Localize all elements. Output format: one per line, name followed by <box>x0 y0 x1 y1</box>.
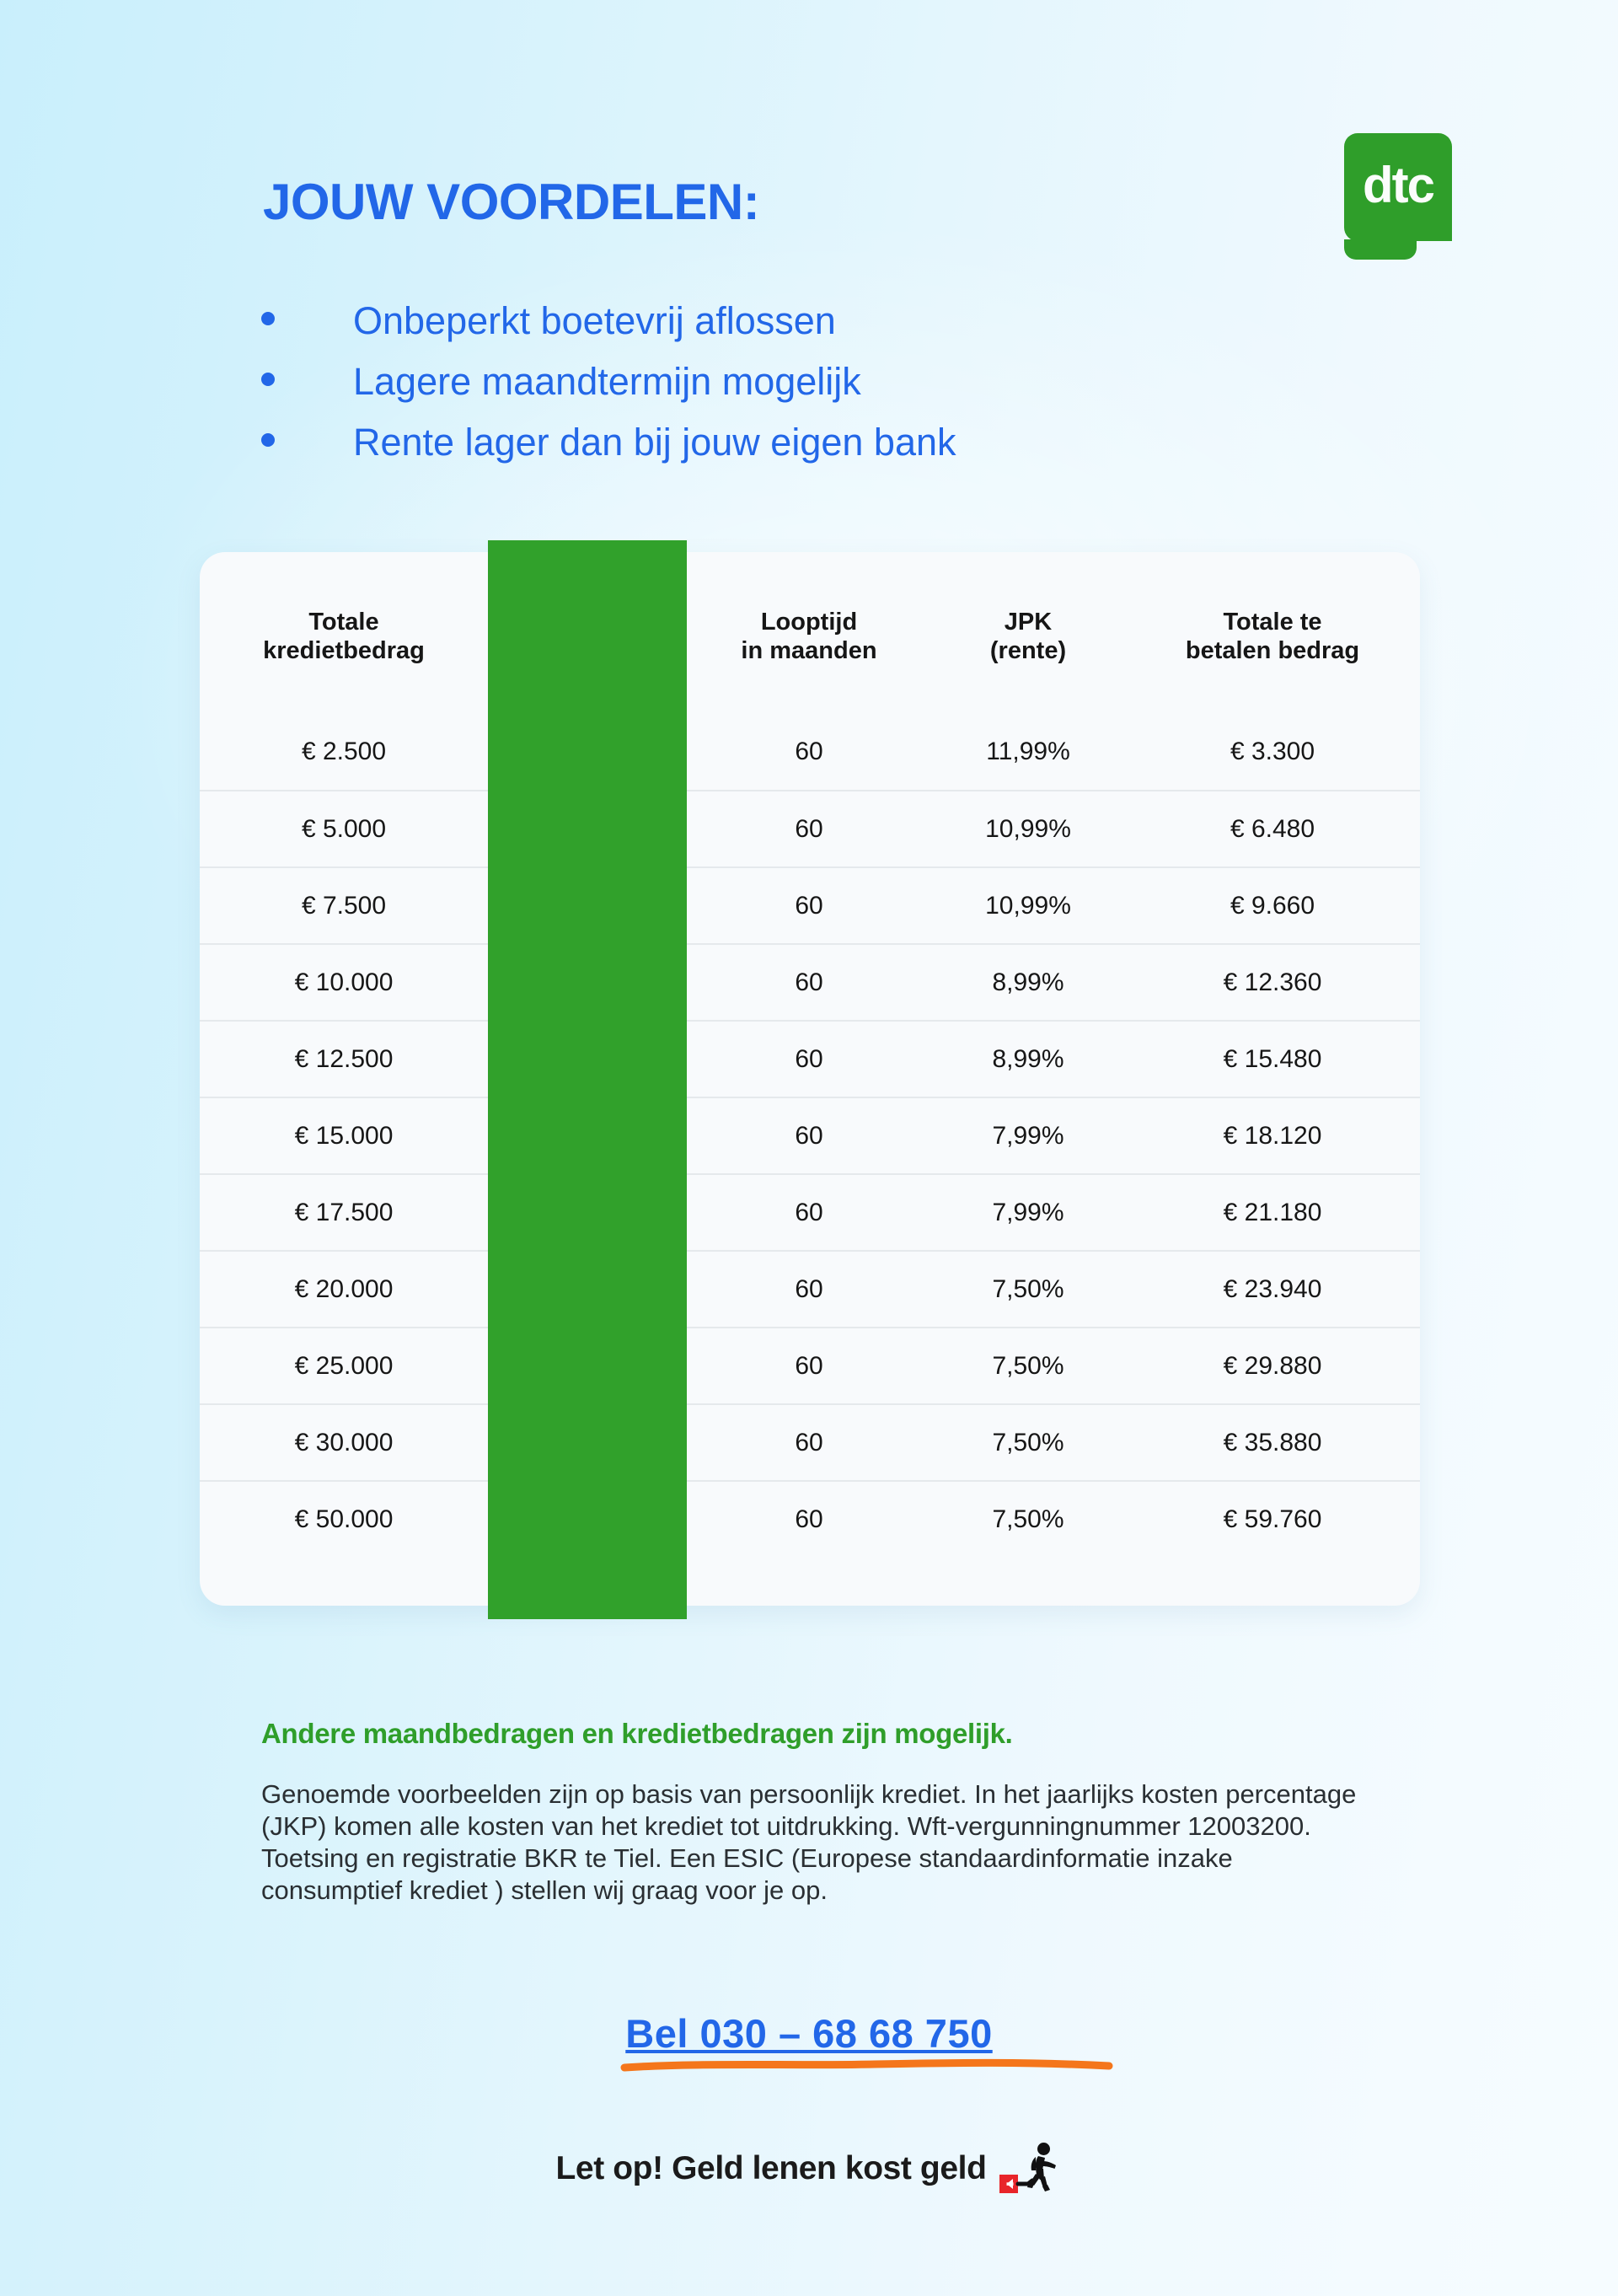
cell-krediet: € 7.500 <box>200 866 488 945</box>
cell-looptijd: 60 <box>687 1403 931 1482</box>
cell-krediet: € 20.000 <box>200 1250 488 1328</box>
table-row: € 50.000€ 996607,50%€ 59.760 <box>200 1480 1420 1558</box>
cell-krediet: € 25.000 <box>200 1327 488 1405</box>
logo-shape <box>1344 133 1452 241</box>
header-line-1: JPK <box>1004 609 1053 636</box>
cell-totaal: € 6.480 <box>1125 790 1420 868</box>
highlight-column-band <box>488 540 687 1619</box>
dtc-logo: dtc <box>1344 133 1452 260</box>
benefit-label: Onbeperkt boetevrij aflossen <box>353 299 836 342</box>
column-header-totaal: Totale te betalen bedrag <box>1125 552 1420 714</box>
cell-totaal: € 35.880 <box>1125 1403 1420 1482</box>
table-header-row: Totale kredietbedrag Termijn bedrag Loop… <box>200 552 1420 714</box>
cell-jkp: 7,50% <box>931 1403 1125 1482</box>
bullet-icon <box>261 433 275 447</box>
rates-table: Totale kredietbedrag Termijn bedrag Loop… <box>200 552 1420 1558</box>
header-line-1: Totale <box>308 609 379 636</box>
legal-warning-block: Let op! Geld lenen kost geld <box>0 2141 1618 2197</box>
phone-link[interactable]: Bel 030 – 68 68 750 <box>620 2010 1113 2072</box>
logo-tail-shape <box>1344 239 1417 260</box>
cell-looptijd: 60 <box>687 1327 931 1405</box>
cell-looptijd: 60 <box>687 1097 931 1175</box>
cell-krediet: € 30.000 <box>200 1403 488 1482</box>
cell-jkp: 7,99% <box>931 1173 1125 1252</box>
table-row: € 17.500€ 353607,99%€ 21.180 <box>200 1173 1420 1252</box>
underline-stroke-icon <box>620 2058 1113 2072</box>
cell-totaal: € 3.300 <box>1230 738 1315 766</box>
table-row: € 10.000€ 206608,99%€ 12.360 <box>200 943 1420 1022</box>
table-row: € 12.500€ 258608,99%€ 15.480 <box>200 1020 1420 1098</box>
table-row: € 7.500€ 1616010,99%€ 9.660 <box>200 866 1420 945</box>
benefit-item: Lagere maandtermijn mogelijk <box>261 351 956 412</box>
header-line-2: in maanden <box>741 637 877 665</box>
cell-looptijd: 60 <box>687 943 931 1022</box>
footer-disclaimer: Genoemde voorbeelden zijn op basis van p… <box>261 1779 1357 1905</box>
column-header-jkp: JPK (rente) <box>931 552 1125 714</box>
cell-totaal: € 18.120 <box>1125 1097 1420 1175</box>
cell-totaal: € 15.480 <box>1125 1020 1420 1098</box>
cell-krediet: € 17.500 <box>200 1173 488 1252</box>
logo-wordmark: dtc <box>1363 156 1435 213</box>
table-row: € 20.000€ 399607,50%€ 23.940 <box>200 1250 1420 1328</box>
header-line-2: kredietbedrag <box>263 637 425 665</box>
cell-krediet: € 10.000 <box>200 943 488 1022</box>
cell-jkp: 7,50% <box>931 1250 1125 1328</box>
cell-jkp: 7,50% <box>931 1480 1125 1558</box>
header-line-2: betalen bedrag <box>1185 637 1360 665</box>
table-row: € 15.000€ 302607,99%€ 18.120 <box>200 1097 1420 1175</box>
cell-looptijd: 60 <box>795 738 823 766</box>
footer-heading: Andere maandbedragen en kredietbedragen … <box>261 1718 1013 1749</box>
page-title: JOUW VOORDELEN: <box>263 174 760 230</box>
benefit-item: Rente lager dan bij jouw eigen bank <box>261 412 956 473</box>
rates-table-head: Totale kredietbedrag Termijn bedrag Loop… <box>200 552 1420 714</box>
cell-totaal: € 29.880 <box>1125 1327 1420 1405</box>
cell-krediet: € 12.500 <box>200 1020 488 1098</box>
cell-looptijd: 60 <box>687 790 931 868</box>
benefit-item: Onbeperkt boetevrij aflossen <box>261 291 956 351</box>
header-line-2: (rente) <box>989 637 1067 665</box>
rates-card: Totale kredietbedrag Termijn bedrag Loop… <box>200 540 1420 1619</box>
cell-jkp: 10,99% <box>931 866 1125 945</box>
cell-jkp: 8,99% <box>931 943 1125 1022</box>
cell-totaal: € 59.760 <box>1125 1480 1420 1558</box>
cell-krediet: € 50.000 <box>200 1480 488 1558</box>
benefit-label: Lagere maandtermijn mogelijk <box>353 360 861 403</box>
cell-jkp: 8,99% <box>931 1020 1125 1098</box>
table-row: € 2.500€ 556011,99%€ 3.300 <box>200 714 1420 791</box>
rates-table-body: € 2.500€ 556011,99%€ 3.300€ 5.000€ 10860… <box>200 714 1420 1558</box>
running-man-debt-icon <box>999 2143 1056 2193</box>
phone-block: Bel 030 – 68 68 750 <box>0 2010 1618 2072</box>
bullet-icon <box>261 373 275 386</box>
cell-totaal: € 12.360 <box>1125 943 1420 1022</box>
cell-looptijd: 60 <box>687 1480 931 1558</box>
legal-warning-text: Let op! Geld lenen kost geld <box>555 2150 987 2186</box>
column-header-looptijd: Looptijd in maanden <box>687 552 931 714</box>
table-row: € 30.000€ 598607,50%€ 35.880 <box>200 1403 1420 1482</box>
cell-krediet: € 5.000 <box>200 790 488 868</box>
cell-jkp: 7,99% <box>931 1097 1125 1175</box>
benefit-label: Rente lager dan bij jouw eigen bank <box>353 421 956 464</box>
cell-looptijd: 60 <box>687 866 931 945</box>
cell-looptijd: 60 <box>687 1173 931 1252</box>
table-row: € 25.000€ 498607,50%€ 29.880 <box>200 1327 1420 1405</box>
header-line-1: Looptijd <box>760 609 858 636</box>
cell-jkp: 11,99% <box>986 738 1070 766</box>
cell-jkp: 10,99% <box>931 790 1125 868</box>
cell-totaal: € 9.660 <box>1125 866 1420 945</box>
header-line-1: Totale te <box>1223 609 1322 636</box>
bullet-icon <box>261 312 275 325</box>
cell-jkp: 7,50% <box>931 1327 1125 1405</box>
cell-krediet: € 15.000 <box>200 1097 488 1175</box>
cell-totaal: € 21.180 <box>1125 1173 1420 1252</box>
cell-totaal: € 23.940 <box>1125 1250 1420 1328</box>
cell-looptijd: 60 <box>687 1020 931 1098</box>
benefits-list: Onbeperkt boetevrij aflossen Lagere maan… <box>261 291 956 473</box>
cell-krediet: € 2.500 <box>301 738 387 766</box>
column-header-krediet: Totale kredietbedrag <box>200 552 488 714</box>
phone-label: Bel 030 – 68 68 750 <box>625 2011 993 2056</box>
table-row: € 5.000€ 1086010,99%€ 6.480 <box>200 790 1420 868</box>
cell-looptijd: 60 <box>687 1250 931 1328</box>
